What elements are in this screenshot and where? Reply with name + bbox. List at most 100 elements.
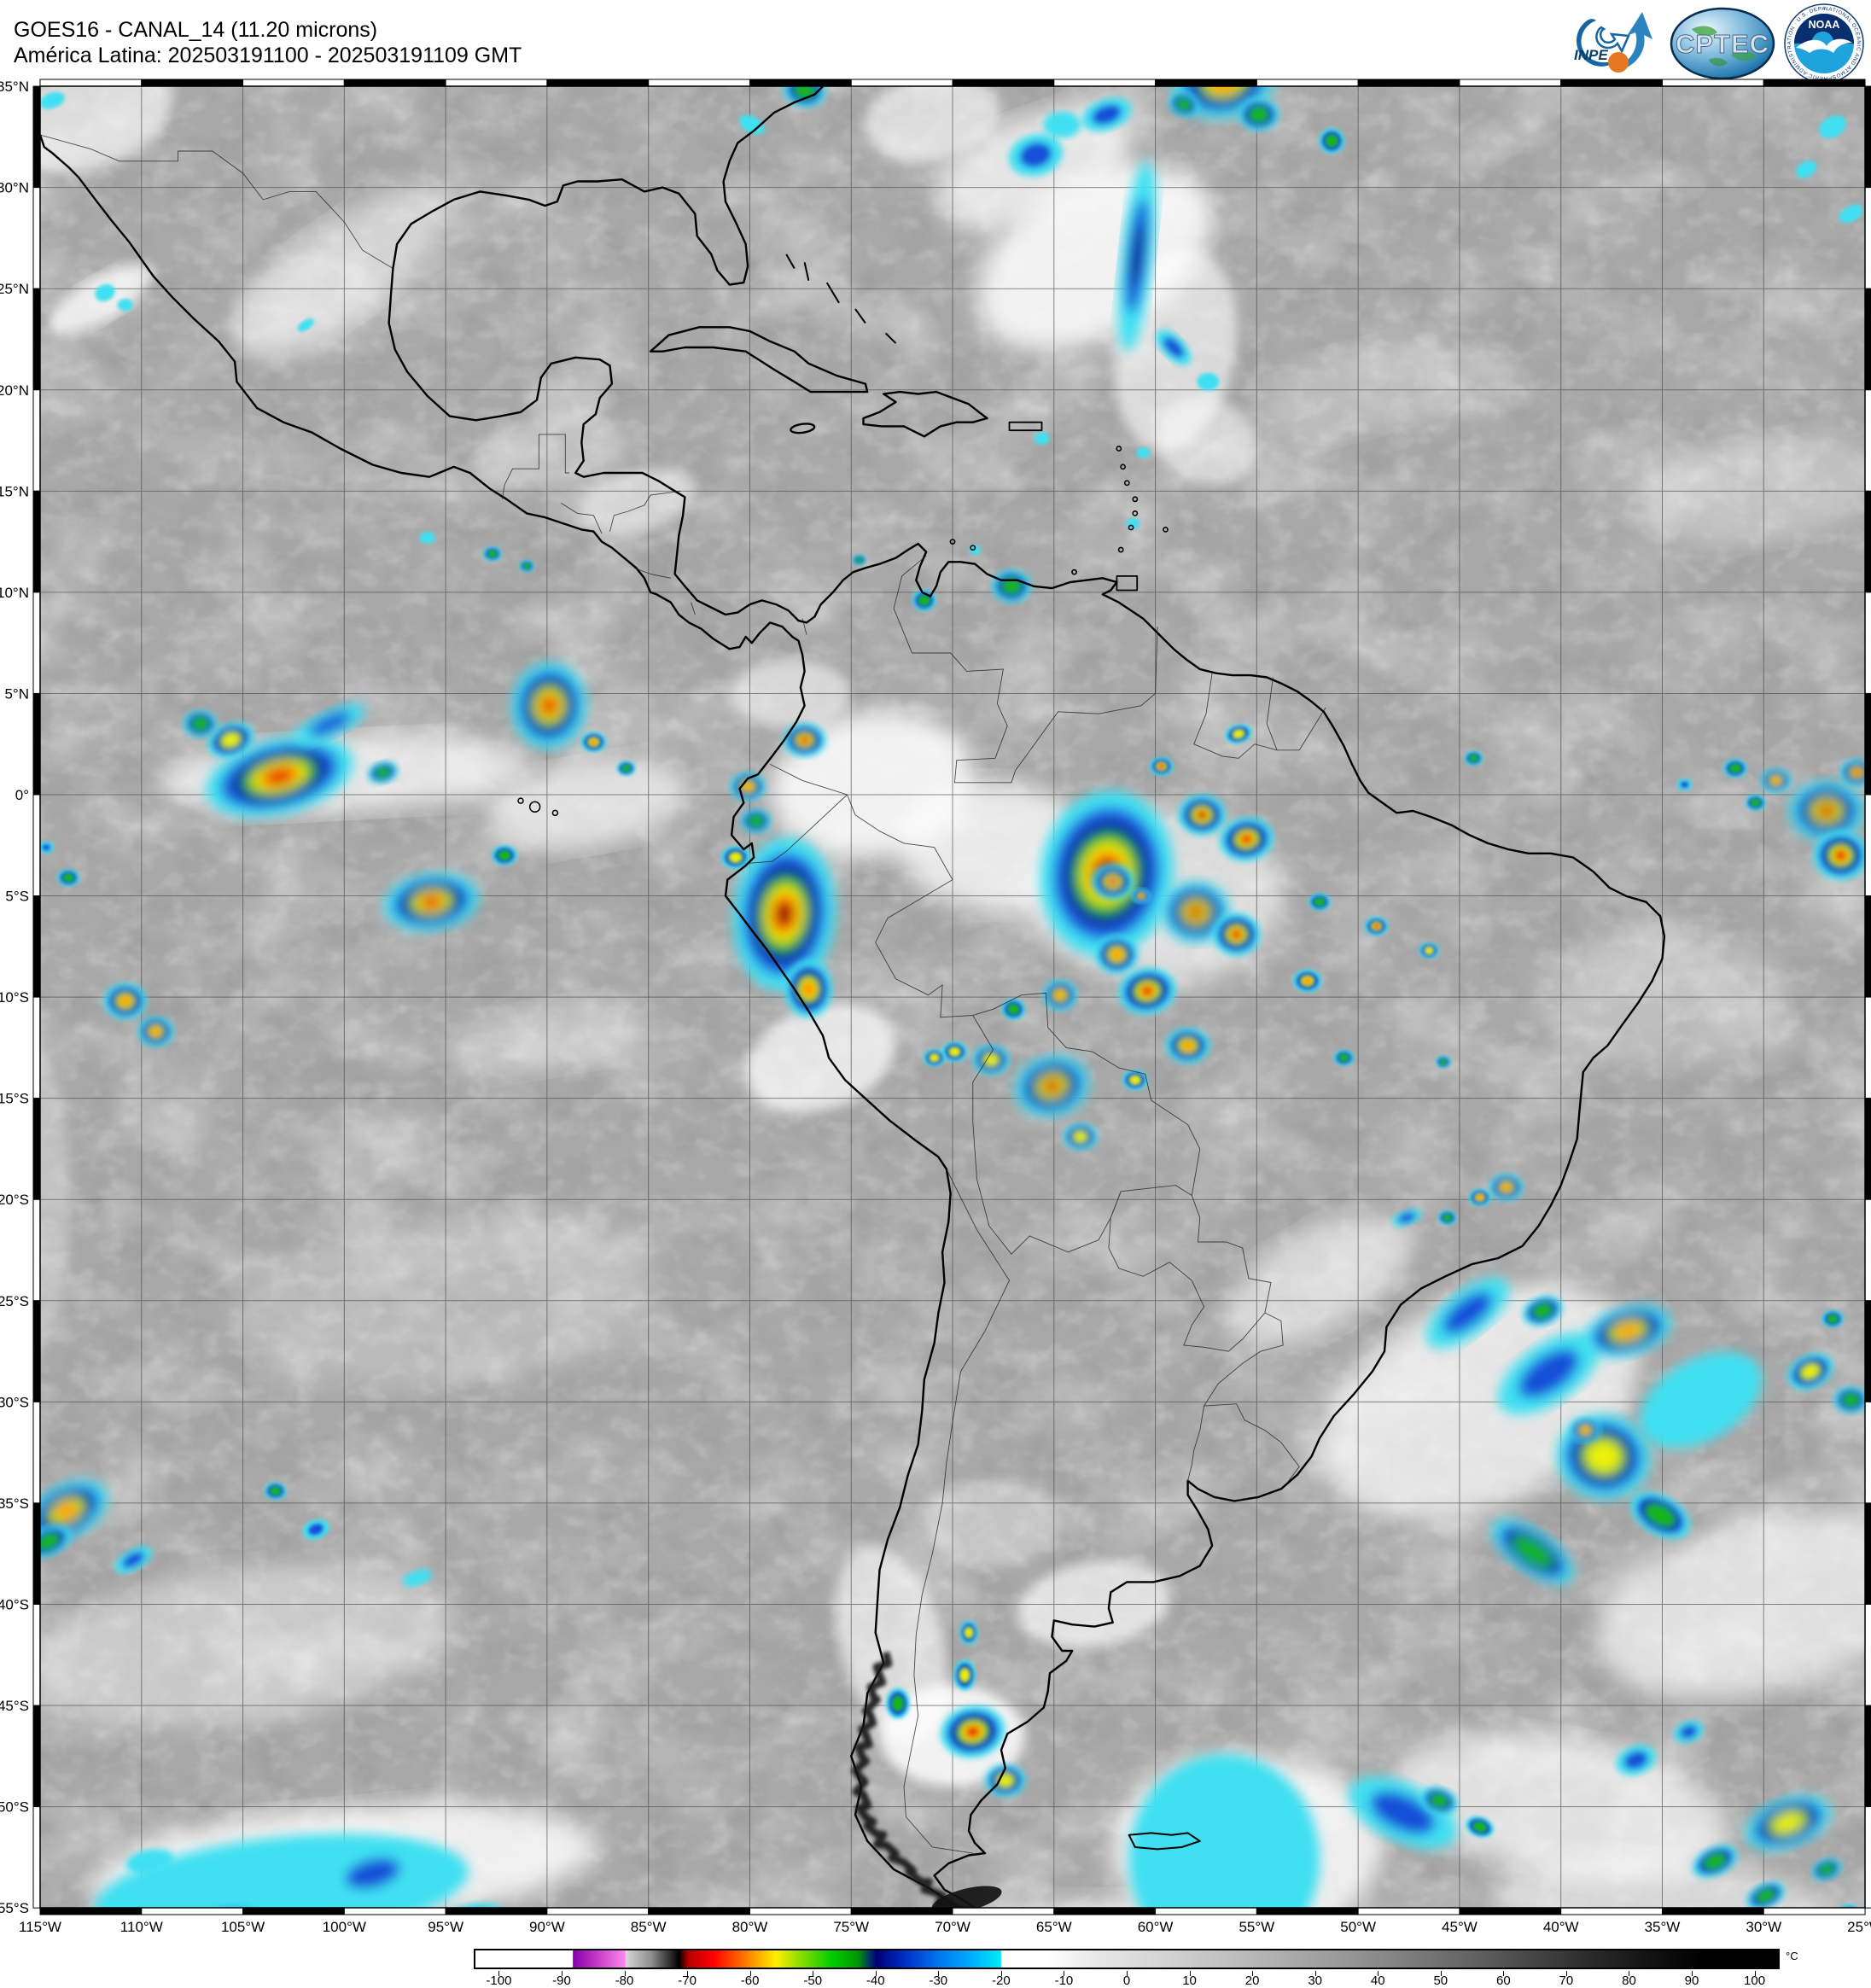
island-antilles — [1120, 463, 1126, 470]
lat-tick-label: 45°S — [0, 1698, 29, 1714]
convection-cell — [1811, 1857, 1842, 1881]
frame-segment — [141, 79, 244, 87]
convection-cell — [1466, 1816, 1495, 1838]
logo-strip: INPE CPTEC NOAA NATIONAL OCEANIC AND ATM… — [1571, 3, 1864, 84]
convection-cell — [40, 91, 65, 109]
convection-cell — [117, 298, 133, 312]
convection-cell — [1839, 758, 1865, 786]
colorbar-unit-label: °C — [1786, 1950, 1798, 1962]
colorbar-tick-mark — [687, 1971, 689, 1976]
colorbar-tick-mark — [1503, 1971, 1505, 1976]
convection-cell — [1464, 750, 1483, 767]
frame-segment — [32, 592, 41, 694]
convection-cell — [1131, 888, 1151, 904]
convection-cell — [1420, 1787, 1458, 1815]
island-jamaica — [790, 423, 816, 434]
convection-cell — [103, 982, 147, 1020]
frame-segment — [1560, 79, 1663, 87]
convection-cell — [57, 868, 80, 887]
frame-segment — [1357, 1907, 1460, 1915]
colorbar-tick-label: 30 — [1308, 1973, 1323, 1988]
lon-tick-label: 55°W — [1239, 1919, 1274, 1935]
convection-cell — [1034, 432, 1050, 445]
convection-cell — [1676, 778, 1693, 791]
country-border — [1286, 1458, 1300, 1484]
convection-cell — [1745, 794, 1766, 812]
convection-cell — [1319, 128, 1345, 154]
frame-inner-outline — [39, 85, 1866, 1909]
convection-cell — [740, 808, 772, 834]
convection-cell — [784, 960, 833, 1018]
country-border — [745, 794, 848, 865]
frame-segment — [546, 1907, 650, 1915]
convection-cell — [972, 1045, 1011, 1076]
convection-cell — [783, 722, 826, 757]
lat-tick-label: 0° — [15, 787, 29, 803]
frame-segment — [242, 79, 345, 87]
coastline — [388, 86, 1666, 1908]
island-antilles — [1071, 568, 1077, 575]
country-border — [561, 503, 603, 534]
frame-segment — [1053, 1907, 1157, 1915]
frame-segment — [32, 288, 41, 391]
frame-segment — [749, 1907, 852, 1915]
colorbar-tick-mark — [749, 1971, 751, 1976]
frame-segment — [1864, 692, 1871, 796]
colorbar-tick-label: -50 — [803, 1973, 823, 1988]
cloud-mass — [580, 468, 697, 534]
convection-cell — [1225, 724, 1252, 744]
colorbar-tick-mark — [1000, 1971, 1002, 1976]
colorbar-tick-mark — [498, 1971, 500, 1976]
frame-segment — [1053, 79, 1157, 87]
convection-cell — [1118, 967, 1176, 1015]
country-border — [40, 134, 393, 269]
convection-cell — [1745, 1795, 1831, 1851]
lon-tick-label: 100°W — [323, 1919, 366, 1935]
convection-cell — [1001, 998, 1026, 1020]
frame-segment — [32, 1502, 41, 1605]
frame-segment — [648, 1907, 750, 1915]
frame-segment — [32, 389, 41, 492]
colorbar-tick-label: 20 — [1244, 1973, 1260, 1988]
convection-cell — [1091, 863, 1134, 901]
frame-segment — [32, 85, 41, 189]
islands-bahamas — [854, 308, 866, 324]
map-imagery — [40, 86, 1865, 1908]
colorbar-tick-label: 60 — [1496, 1973, 1511, 1988]
lat-tick-label: 25°S — [0, 1293, 29, 1309]
lon-tick-label: 70°W — [935, 1919, 970, 1935]
lat-tick-label: 35°S — [0, 1495, 29, 1512]
convection-cell — [730, 772, 766, 802]
cptec-logo-icon: CPTEC — [1670, 7, 1775, 80]
frame-segment — [242, 1907, 345, 1915]
colorbar-tick-label: 100 — [1744, 1973, 1766, 1988]
convection-cell — [1042, 979, 1077, 1011]
country-borders — [40, 134, 1326, 1854]
convection-cell — [959, 1620, 979, 1645]
convection-cell — [206, 735, 353, 818]
country-border — [769, 763, 973, 1018]
frame-segment — [546, 79, 650, 87]
country-border — [893, 555, 1156, 784]
frame-segment — [952, 1907, 1055, 1915]
colorbar-tick-mark — [1565, 1971, 1567, 1976]
noaa-logo-icon: NOAA NATIONAL OCEANIC AND ATMOSPHERIC AD… — [1784, 3, 1864, 84]
cloud-mass — [40, 86, 173, 173]
convection-cell — [1063, 1122, 1098, 1151]
convection-cell — [1117, 160, 1157, 352]
frame-segment — [1864, 1300, 1871, 1402]
colorbar-tick-label: 0 — [1122, 1973, 1131, 1988]
convection-cell — [1723, 758, 1748, 778]
convection-cell — [1136, 446, 1151, 458]
convection-cell — [885, 1688, 910, 1719]
lon-tick-label: 40°W — [1543, 1919, 1579, 1935]
country-border — [801, 618, 807, 635]
lat-tick-label: 10°N — [0, 585, 29, 601]
frame-segment — [32, 1098, 41, 1200]
colorbar-tick-label: 40 — [1370, 1973, 1385, 1988]
frame-segment — [1864, 490, 1871, 593]
convection-cell — [297, 318, 314, 332]
convection-cell — [207, 722, 254, 758]
convection-cell — [1212, 912, 1261, 956]
frame-segment — [1661, 79, 1764, 87]
